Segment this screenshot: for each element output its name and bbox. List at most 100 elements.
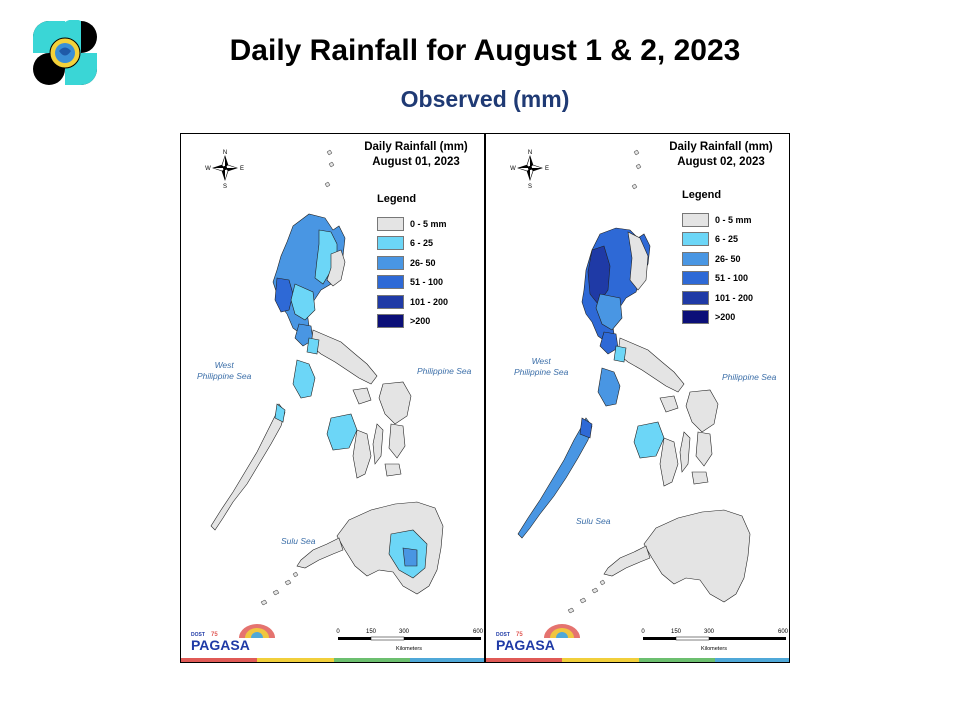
sea-label-west: West Philippine Sea [514, 356, 568, 378]
compass-e: E [240, 166, 244, 172]
scale-bar [338, 636, 481, 641]
region-manila [599, 331, 619, 355]
peninsula-zamboanga [296, 537, 344, 569]
compass-w: W [510, 166, 516, 172]
map-legend: Legend 0 - 5 mm 6 - 25 26- 50 51 - 100 1… [377, 193, 484, 333]
philippines-map: N S E W 0 150 300 600 Kilometers DOST 75… [496, 149, 789, 653]
legend-item: 6 - 25 [682, 231, 789, 248]
sea-label-sulu: Sulu Sea [576, 516, 611, 526]
sea-label-west-line1: West [531, 356, 551, 366]
legend-label: 0 - 5 mm [715, 214, 752, 225]
compass-n: N [528, 150, 532, 156]
legend-swatch [377, 236, 404, 251]
compass-s: S [223, 184, 227, 190]
legend-label: 6 - 25 [715, 234, 739, 245]
legend-swatch [377, 275, 404, 290]
legend-label: 101 - 200 [715, 292, 754, 303]
scale-tick-300: 300 [704, 629, 715, 635]
region-luzon-east-dry [326, 249, 346, 287]
sea-label-east: Philippine Sea [417, 366, 472, 376]
agency-logo [32, 19, 98, 86]
region-bicol [310, 329, 378, 385]
compass-w: W [205, 166, 211, 172]
scale-unit: Kilometers [701, 646, 727, 652]
scale-tick-0: 0 [641, 629, 645, 635]
island-mindoro [597, 367, 621, 407]
scale-tick-600: 600 [778, 629, 789, 635]
sea-label-west-line2: Philippine Sea [197, 371, 252, 381]
legend-item: 0 - 5 mm [377, 215, 484, 232]
legend-swatch [682, 212, 709, 227]
legend-label: 26- 50 [715, 253, 741, 264]
brand-color-bar [486, 658, 789, 662]
island-leyte [695, 431, 713, 467]
islands-batanes [324, 149, 335, 188]
scale-tick-0: 0 [336, 629, 340, 635]
rainfall-map-panel-aug01: N S E W 0 150 300 600 Kilometers DOST 75… [180, 133, 485, 663]
legend-swatch [682, 271, 709, 286]
islands-sulu [567, 579, 606, 614]
legend-label: 0 - 5 mm [410, 218, 447, 229]
legend-swatch [682, 290, 709, 305]
sea-label-west-line1: West [214, 360, 234, 370]
rainfall-map-panel-aug02: N S E W 0 150 300 600 Kilometers DOST 75… [485, 133, 790, 663]
legend-item: 6 - 25 [377, 235, 484, 252]
island-palawan [517, 417, 593, 539]
philippines-map: N S E W 0 150 300 600 Kilometers DOST 75… [191, 149, 484, 653]
island-samar [685, 389, 719, 433]
legend-label: 51 - 100 [410, 277, 444, 288]
brand-year: 75 [516, 632, 523, 638]
island-samar [378, 381, 412, 425]
island-palawan [210, 403, 286, 531]
legend-item: 0 - 5 mm [682, 211, 789, 228]
island-mindanao [643, 509, 751, 603]
compass-n: N [223, 150, 227, 156]
brand-dost: DOST [496, 632, 510, 638]
legend-swatch [377, 255, 404, 270]
pagasa-logo: DOST 75 PAGASA [191, 624, 275, 653]
legend-swatch [377, 314, 404, 329]
map-legend: Legend 0 - 5 mm 6 - 25 26- 50 51 - 100 1… [682, 189, 789, 329]
region-luzon-west [274, 277, 294, 313]
sea-label-west: West Philippine Sea [197, 360, 251, 382]
panel-title-line1: Daily Rainfall (mm) [364, 141, 468, 153]
legend-swatch [682, 251, 709, 266]
legend-item: >200 [682, 309, 789, 326]
legend-item: >200 [377, 313, 484, 330]
legend-item: 26- 50 [377, 254, 484, 271]
scale-tick-150: 150 [366, 629, 377, 635]
island-negros [352, 429, 372, 479]
scale-tick-150: 150 [671, 629, 682, 635]
compass-e: E [545, 166, 549, 172]
island-palawan-north [579, 417, 593, 439]
compass-rose [517, 155, 543, 181]
brand-dost: DOST [191, 632, 205, 638]
region-quezon [306, 337, 320, 355]
legend-item: 26- 50 [682, 250, 789, 267]
region-luzon-northeast [627, 231, 649, 291]
peninsula-zamboanga [603, 545, 651, 577]
slide-subtitle: Observed (mm) [400, 86, 570, 112]
sea-label-east: Philippine Sea [722, 372, 777, 382]
legend-title: Legend [682, 189, 722, 201]
island-masbate [352, 387, 372, 405]
brand-name: PAGASA [191, 637, 250, 653]
legend-label: >200 [715, 312, 736, 323]
compass-rose [212, 155, 238, 181]
island-bohol [691, 471, 709, 485]
legend-label: >200 [410, 316, 431, 327]
scale-unit: Kilometers [396, 646, 422, 652]
island-cebu [372, 423, 384, 465]
legend-label: 51 - 100 [715, 273, 749, 284]
brand-year: 75 [211, 632, 218, 638]
scale-bar [643, 636, 786, 641]
legend-item: 51 - 100 [377, 274, 484, 291]
panel-title: Daily Rainfall (mm) August 01, 2023 [351, 140, 481, 170]
legend-item: 51 - 100 [682, 270, 789, 287]
legend-label: 6 - 25 [410, 238, 434, 249]
compass-s: S [528, 184, 532, 190]
legend-swatch [377, 216, 404, 231]
panel-title-date: August 01, 2023 [372, 156, 460, 168]
panel-title: Daily Rainfall (mm) August 02, 2023 [656, 140, 786, 170]
islands-batanes [631, 149, 642, 190]
